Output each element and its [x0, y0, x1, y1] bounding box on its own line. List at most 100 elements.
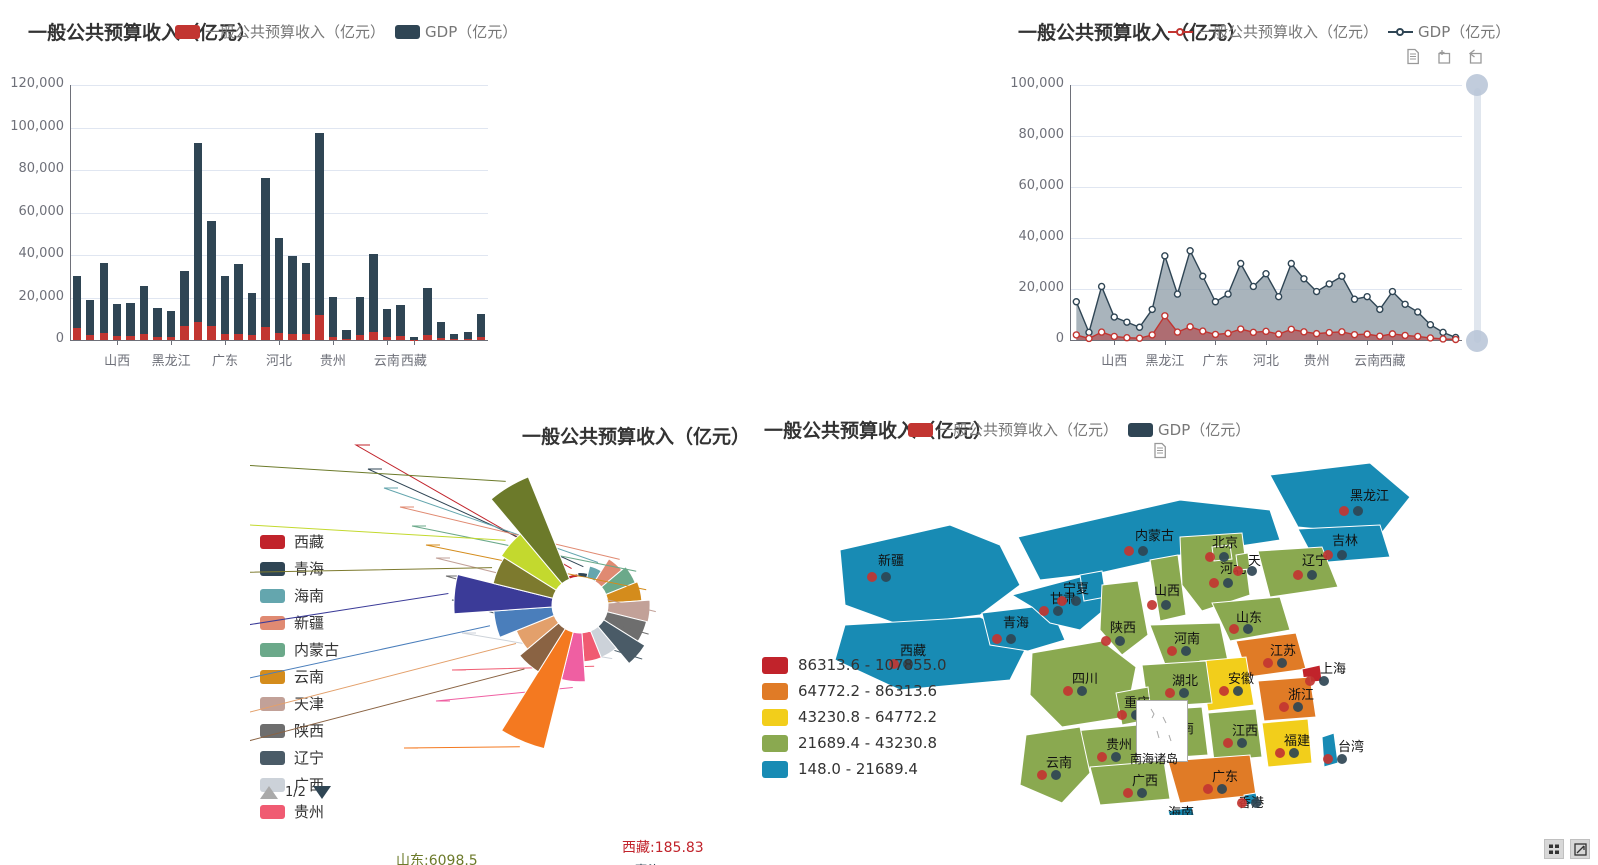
bar-gdp[interactable] — [166, 311, 176, 340]
map-region[interactable] — [1149, 554, 1187, 622]
bar-gdp[interactable] — [86, 300, 95, 340]
bar-revenue[interactable] — [166, 337, 176, 340]
back-icon[interactable] — [1467, 48, 1484, 65]
map-scatter-point-revenue[interactable] — [889, 659, 899, 669]
bar-revenue[interactable] — [369, 332, 378, 340]
bar-gdp[interactable] — [328, 296, 338, 340]
map-scatter-point-gdp[interactable] — [1181, 646, 1191, 656]
map-scatter-point-revenue[interactable] — [1209, 578, 1219, 588]
map-scatter-point-gdp[interactable] — [1223, 578, 1233, 588]
bar-revenue[interactable] — [436, 338, 445, 340]
map-scatter-point-revenue[interactable] — [1305, 676, 1315, 686]
map-scatter-point-revenue[interactable] — [1101, 636, 1111, 646]
bar-revenue[interactable] — [463, 339, 472, 340]
map-scatter-point-gdp[interactable] — [1138, 546, 1148, 556]
bar-gdp[interactable] — [234, 263, 243, 340]
bar-gdp[interactable] — [355, 296, 365, 340]
pie-legend-item[interactable]: 新疆 — [260, 609, 339, 636]
map-scatter-point-revenue[interactable] — [1057, 596, 1067, 606]
bar-gdp[interactable] — [261, 177, 270, 340]
map-scatter-point-gdp[interactable] — [1051, 770, 1061, 780]
map-scatter-point-revenue[interactable] — [1097, 752, 1107, 762]
map-scatter-point-gdp[interactable] — [903, 659, 913, 669]
map-scatter-point-gdp[interactable] — [1237, 738, 1247, 748]
legend-prev-page-icon[interactable] — [260, 786, 278, 799]
bar-revenue[interactable] — [342, 338, 351, 340]
bar-revenue[interactable] — [126, 336, 135, 340]
map-scatter-point-revenue[interactable] — [1323, 550, 1333, 560]
map-scatter-point-gdp[interactable] — [1337, 550, 1347, 560]
bar-gdp[interactable] — [436, 322, 445, 340]
map-scatter-point-revenue[interactable] — [1223, 738, 1233, 748]
datazoom-handle-start[interactable] — [1466, 74, 1488, 96]
map-scatter-point-gdp[interactable] — [1307, 570, 1317, 580]
bar-gdp[interactable] — [193, 143, 203, 340]
bar-revenue[interactable] — [301, 334, 311, 340]
map-scatter-point-gdp[interactable] — [1137, 788, 1147, 798]
map-scatter-point-gdp[interactable] — [1111, 752, 1121, 762]
bar-gdp[interactable] — [72, 275, 81, 340]
map-scatter-point-gdp[interactable] — [1053, 606, 1063, 616]
bar-revenue[interactable] — [139, 334, 149, 340]
bar-gdp[interactable] — [220, 276, 230, 340]
map-legend-item[interactable]: 86313.6 - 107855.0 — [762, 652, 947, 678]
map-scatter-point-gdp[interactable] — [1293, 702, 1303, 712]
legend-next-page-icon[interactable] — [312, 786, 331, 799]
bar-gdp[interactable] — [477, 314, 486, 340]
map-region[interactable] — [1207, 708, 1263, 762]
map-scatter-point-revenue[interactable] — [992, 634, 1002, 644]
bar-gdp[interactable] — [342, 329, 351, 340]
map-scatter-point-revenue[interactable] — [1229, 624, 1239, 634]
map-scatter-point-gdp[interactable] — [1247, 566, 1257, 576]
bar-gdp[interactable] — [396, 305, 405, 340]
map-scatter-point-gdp[interactable] — [1233, 686, 1243, 696]
map-scatter-point-revenue[interactable] — [1219, 686, 1229, 696]
bar-gdp[interactable] — [315, 133, 324, 340]
bar-revenue[interactable] — [315, 315, 324, 340]
map-scatter-point-gdp[interactable] — [881, 572, 891, 582]
map-scatter-point-gdp[interactable] — [1161, 600, 1171, 610]
map-scatter-point-gdp[interactable] — [1277, 658, 1287, 668]
map-scatter-point-gdp[interactable] — [1006, 634, 1016, 644]
data-view-icon[interactable] — [1152, 442, 1169, 459]
map-region[interactable] — [1261, 718, 1313, 768]
map-legend-item[interactable]: 21689.4 - 43230.8 — [762, 730, 947, 756]
bar-revenue[interactable] — [113, 335, 122, 340]
map-scatter-point-revenue[interactable] — [1203, 784, 1213, 794]
map-scatter-point-revenue[interactable] — [1147, 600, 1157, 610]
bar-gdp[interactable] — [247, 293, 257, 340]
bar-revenue[interactable] — [247, 335, 257, 340]
map-scatter-point-revenue[interactable] — [1279, 702, 1289, 712]
bar-gdp[interactable] — [288, 256, 297, 340]
bar-gdp[interactable] — [180, 270, 189, 340]
bar-gdp[interactable] — [153, 308, 162, 340]
map-legend-item[interactable]: 43230.8 - 64772.2 — [762, 704, 947, 730]
bar-revenue[interactable] — [477, 336, 486, 340]
bar-gdp[interactable] — [463, 332, 472, 340]
map-scatter-point-revenue[interactable] — [1037, 770, 1047, 780]
bar-revenue[interactable] — [355, 335, 365, 340]
china-map-graphic[interactable]: 新疆西藏青海甘肃内蒙古宁夏陕西山西河北北京天津山东河南黑龙江吉林辽宁江苏安徽上海… — [750, 455, 1598, 815]
bar-revenue[interactable] — [220, 333, 230, 340]
pie-legend-item[interactable]: 天津 — [260, 690, 339, 717]
datazoom-handle-end[interactable] — [1466, 330, 1488, 352]
bar-revenue[interactable] — [153, 337, 162, 340]
map-scatter-point-revenue[interactable] — [1263, 658, 1273, 668]
legend-item-revenue[interactable]: 一般公共预算收入（亿元） — [908, 419, 1118, 440]
pie-legend-item[interactable]: 贵州 — [260, 798, 339, 825]
map-scatter-point-revenue[interactable] — [1039, 606, 1049, 616]
bar-revenue[interactable] — [234, 334, 243, 340]
bar-gdp[interactable] — [274, 237, 284, 340]
bar-revenue[interactable] — [180, 325, 189, 340]
map-scatter-point-gdp[interactable] — [1319, 676, 1329, 686]
map-scatter-point-gdp[interactable] — [1251, 798, 1261, 808]
bar-gdp[interactable] — [301, 262, 311, 340]
legend-item-gdp[interactable]: GDP（亿元） — [1128, 419, 1250, 440]
map-scatter-point-revenue[interactable] — [1123, 788, 1133, 798]
map-scatter-point-revenue[interactable] — [1063, 686, 1073, 696]
restore-icon[interactable] — [1436, 48, 1453, 65]
bar-revenue[interactable] — [288, 333, 297, 340]
map-legend-item[interactable]: 64772.2 - 86313.6 — [762, 678, 947, 704]
bar-gdp[interactable] — [450, 333, 459, 340]
bar-revenue[interactable] — [450, 339, 459, 340]
